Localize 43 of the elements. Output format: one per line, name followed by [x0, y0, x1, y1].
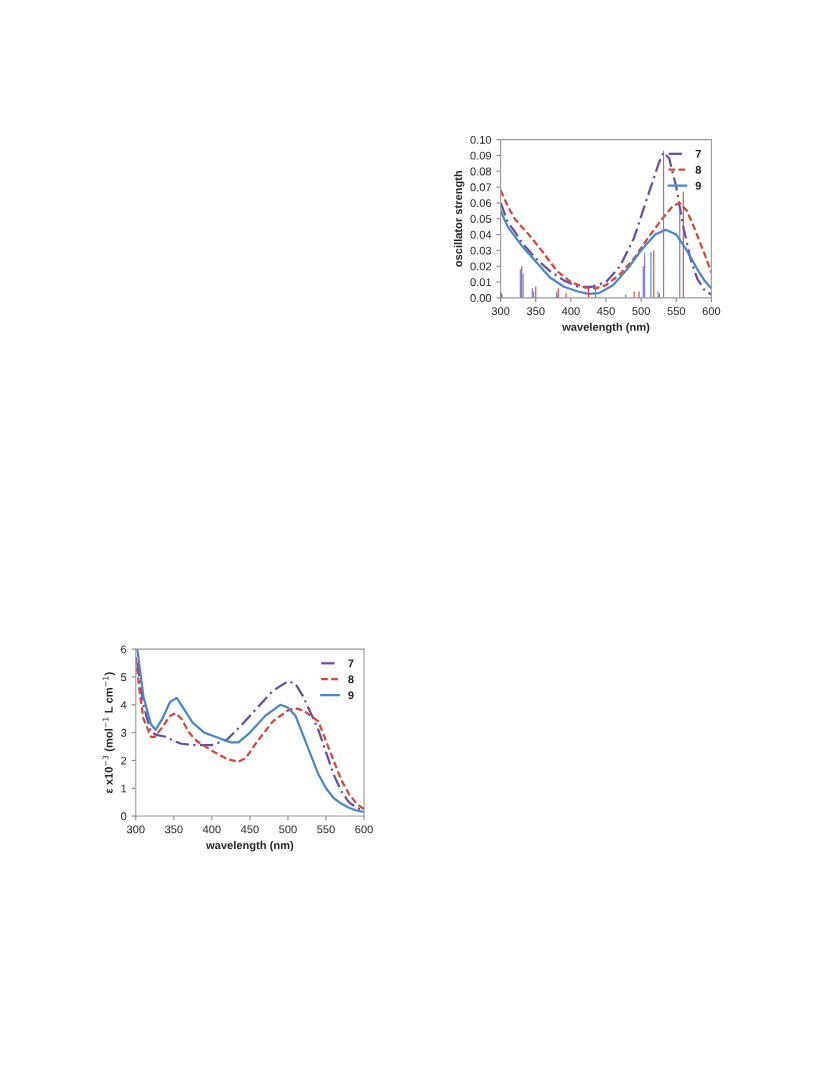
x-tick-label: 400: [202, 825, 221, 834]
x-tick-label: 450: [596, 307, 615, 316]
x-tick-label: 550: [667, 307, 686, 316]
x-tick-label: 600: [355, 825, 373, 834]
legend-label: 8: [695, 165, 702, 174]
y-tick-label: 0.09: [470, 151, 492, 160]
y-tick-label: 0.05: [470, 215, 492, 223]
y-tick-label: 5: [121, 673, 127, 682]
y-tick-label: 1: [121, 784, 127, 793]
x-tick-label: 350: [164, 825, 183, 834]
y-tick-label: 0.02: [470, 262, 492, 271]
y-tick-label: 0.04: [470, 230, 492, 239]
y-tick-label: 0.07: [470, 183, 492, 192]
y-tick-label: 0: [121, 812, 127, 821]
x-axis-title: wavelength (nm): [562, 322, 650, 334]
y-tick-label: 0.10: [470, 135, 492, 144]
x-tick-label: 500: [632, 307, 650, 316]
y-tick-label: 2: [121, 756, 127, 765]
x-tick-label: 550: [317, 825, 335, 834]
y-axis-title: oscillator strength: [454, 170, 465, 267]
y-tick-label: 4: [120, 701, 127, 709]
legend-label: 9: [348, 691, 354, 700]
y-tick-label: 6: [121, 645, 127, 654]
x-tick-label: 600: [702, 307, 721, 316]
y-tick-label: 3: [121, 728, 127, 737]
x-tick-label: 450: [240, 825, 259, 834]
x-tick-label: 400: [561, 307, 580, 316]
y-tick-label: 0.06: [470, 199, 492, 208]
line-series: [500, 209, 712, 295]
y-tick-label: 0.03: [470, 246, 492, 255]
legend-label: 7: [695, 150, 701, 158]
x-tick-label: 350: [526, 307, 545, 316]
y-tick-label: 0.08: [470, 167, 492, 176]
legend-label: 8: [348, 675, 354, 684]
x-tick-label: 300: [491, 307, 510, 316]
x-tick-label: 500: [279, 825, 297, 834]
legend-label: 7: [348, 659, 354, 668]
legend-label: 9: [695, 181, 701, 190]
x-tick-label: 300: [126, 825, 145, 834]
y-tick-label: 0.00: [470, 294, 492, 302]
y-tick-label: 0.01: [470, 278, 492, 287]
x-axis-title: wavelength (nm): [206, 841, 294, 852]
y-axis-title: ε x10$^{−3}$ (mol$^{−1}$ L cm$^{−1}$): [102, 672, 115, 794]
